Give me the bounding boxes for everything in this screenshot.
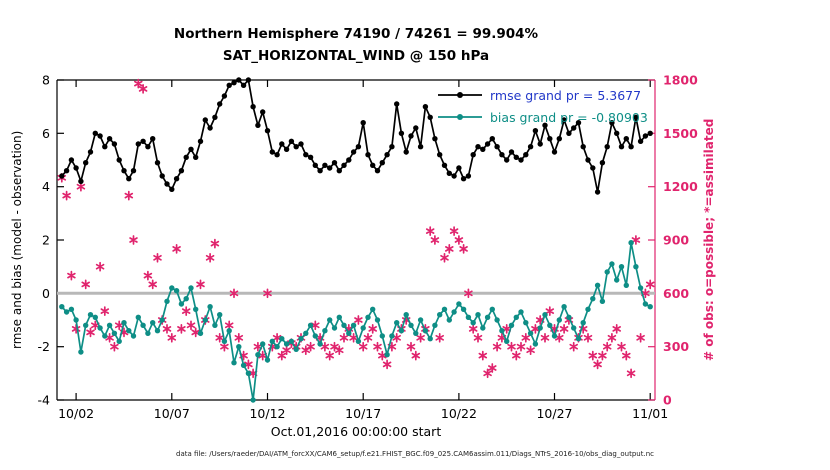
svg-text:1200: 1200 [663, 179, 698, 194]
svg-text:2: 2 [42, 233, 50, 248]
legend-label-rmse: rmse grand pr = 5.3677 [490, 87, 642, 103]
svg-text:600: 600 [663, 286, 689, 301]
x-ticks: 10/02 10/07 10/12 10/17 10/22 10/27 11/01 [58, 80, 668, 421]
svg-text:1800: 1800 [663, 73, 698, 88]
rmse-line [61, 78, 651, 193]
chart-title-line1: Northern Hemisphere 74190 / 74261 = 99.9… [173, 26, 539, 42]
chart-title: Northern Hemisphere 74190 / 74261 = 99.9… [57, 24, 655, 67]
svg-text:-2: -2 [38, 339, 50, 354]
right-y-ticks: 0 300 600 900 1200 1500 1800 [648, 73, 698, 408]
svg-text:1500: 1500 [663, 126, 698, 141]
rmse-markers [59, 77, 653, 195]
x-axis-label: Oct.01,2016 00:00:00 start [270, 424, 442, 439]
svg-text:6: 6 [42, 126, 50, 141]
svg-text:11/01: 11/01 [632, 406, 668, 421]
data-file-caption: data file: /Users/raeder/DAI/ATM_forcXX/… [176, 450, 654, 458]
svg-text:0: 0 [663, 393, 672, 408]
svg-text:10/22: 10/22 [441, 406, 477, 421]
svg-text:0: 0 [42, 286, 50, 301]
legend-rmse-line-sample [438, 92, 482, 98]
bias-line [61, 242, 651, 401]
svg-text:900: 900 [663, 233, 689, 248]
svg-text:300: 300 [663, 339, 689, 354]
svg-text:10/02: 10/02 [58, 406, 94, 421]
legend-item-rmse: rmse grand pr = 5.3677 [436, 84, 648, 106]
left-y-ticks: -4 -2 0 2 4 6 8 [38, 73, 64, 408]
bias-markers [59, 240, 653, 403]
legend-item-bias: bias grand pr = -0.80903 [436, 106, 648, 128]
svg-text:-4: -4 [38, 393, 51, 408]
chart-title-line2: SAT_HORIZONTAL_WIND @ 150 hPa [222, 47, 490, 64]
legend: rmse grand pr = 5.3677 bias grand pr = -… [436, 84, 648, 128]
svg-text:10/27: 10/27 [536, 406, 572, 421]
axes-box [56, 79, 656, 401]
svg-text:4: 4 [42, 179, 50, 194]
legend-label-bias: bias grand pr = -0.80903 [490, 109, 648, 125]
svg-text:10/17: 10/17 [345, 406, 381, 421]
svg-text:10/12: 10/12 [249, 406, 285, 421]
legend-bias-line-sample [438, 114, 482, 120]
svg-text:8: 8 [42, 73, 50, 88]
svg-text:10/07: 10/07 [154, 406, 190, 421]
